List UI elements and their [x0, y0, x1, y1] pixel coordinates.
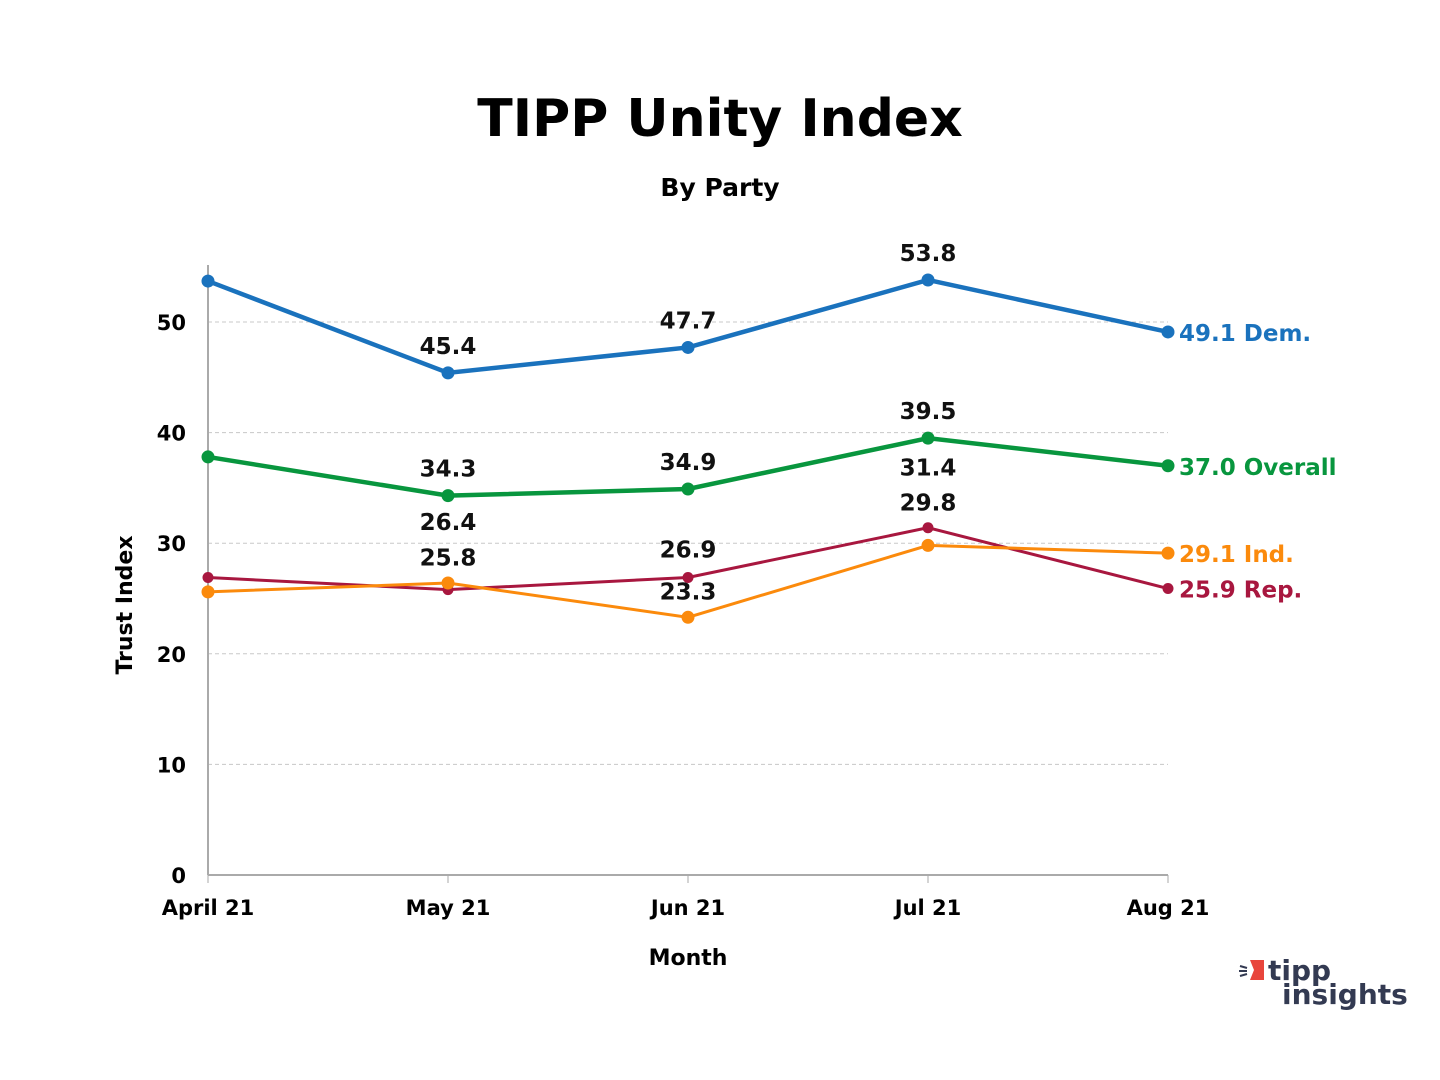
x-tick-label: Jul 21: [893, 896, 962, 920]
data-point: [681, 340, 695, 354]
data-point: [441, 366, 455, 380]
y-tick-label: 0: [171, 864, 186, 888]
data-point: [441, 489, 455, 503]
data-label: 47.7: [660, 308, 717, 334]
data-label: 53.8: [900, 241, 957, 267]
data-label: 31.4: [900, 456, 957, 482]
data-label: 39.5: [900, 399, 957, 425]
chart-title: TIPP Unity Index: [477, 89, 962, 149]
chart-subtitle: By Party: [660, 173, 779, 202]
data-label: 45.4: [420, 334, 477, 360]
y-tick-label: 40: [157, 422, 186, 446]
data-point: [922, 522, 934, 534]
data-point: [921, 538, 935, 552]
end-label: 25.9 Rep.: [1179, 578, 1302, 604]
end-label: 37.0 Overall: [1179, 455, 1337, 481]
y-tick-label: 10: [157, 753, 186, 777]
x-tick-label: Aug 21: [1127, 896, 1210, 920]
svg-text:insights: insights: [1282, 978, 1408, 1011]
x-axis-label: Month: [649, 946, 728, 971]
data-point: [921, 431, 935, 445]
data-label: 25.8: [420, 546, 477, 572]
data-point: [201, 450, 215, 464]
data-label: 26.9: [660, 537, 717, 563]
y-tick-label: 20: [157, 643, 186, 667]
data-label: 29.8: [900, 490, 957, 516]
tipp-insights-logo: tipp insights: [1239, 954, 1408, 1011]
data-label: 34.3: [420, 457, 477, 483]
data-point: [1161, 546, 1175, 560]
data-point: [921, 273, 935, 287]
data-point: [1161, 459, 1175, 473]
end-label: 49.1 Dem.: [1179, 321, 1311, 347]
data-label: 34.9: [660, 450, 717, 476]
x-tick-label: Jun 21: [649, 896, 725, 920]
data-label: 23.3: [660, 579, 717, 605]
data-label: 26.4: [420, 510, 477, 536]
end-label: 29.1 Ind.: [1179, 542, 1294, 568]
x-tick-label: April 21: [162, 896, 255, 920]
data-point: [202, 571, 214, 583]
y-tick-label: 30: [157, 532, 186, 556]
series-rep: 25.8 26.9 31.4 25.9 Rep.: [202, 456, 1302, 604]
x-tick-label: May 21: [406, 896, 491, 920]
series-dem: 45.4 47.7 53.8 49.1 Dem.: [201, 241, 1311, 380]
data-point: [681, 610, 695, 624]
series-overall: 34.3 34.9 39.5 37.0 Overall: [201, 399, 1337, 503]
svg-text:tipp: tipp: [1268, 954, 1331, 987]
data-point: [682, 571, 694, 583]
data-point: [1161, 325, 1175, 339]
data-point: [201, 274, 215, 288]
y-axis-label: Trust Index: [113, 535, 138, 674]
series-ind: 26.4 23.3 29.8 29.1 Ind.: [201, 490, 1294, 624]
y-tick-label: 50: [157, 311, 186, 335]
data-point: [1162, 583, 1174, 595]
data-point: [441, 576, 455, 590]
data-point: [681, 482, 695, 496]
data-point: [201, 585, 215, 599]
